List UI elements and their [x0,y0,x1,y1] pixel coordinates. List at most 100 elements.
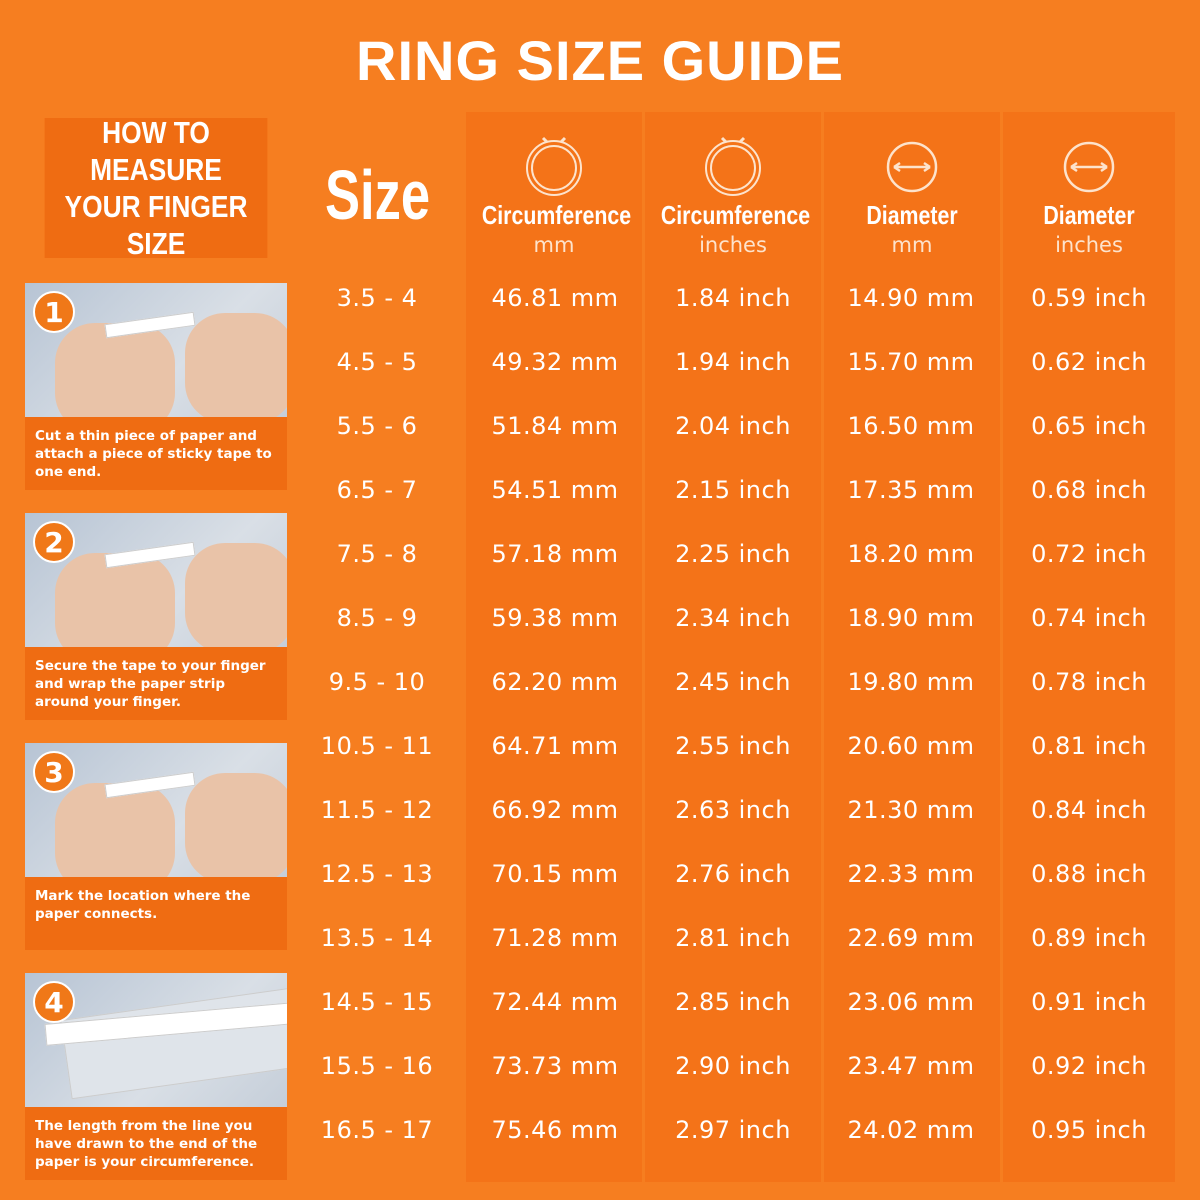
step-2: 2 Secure the tape to your finger and wrap… [25,513,287,720]
measurement-cell: 0.62 inch [1031,348,1147,376]
step-number: 4 [33,981,75,1023]
hand-illustration [185,313,287,417]
step-image: 4 [25,973,287,1107]
step-1: 1 Cut a thin piece of paper and attach a … [25,283,287,490]
measurement-cell: 0.78 inch [1031,668,1147,696]
step-text: Mark the location where the paper connec… [35,888,251,923]
size-cell: 15.5 - 16 [320,1052,434,1080]
measurement-cell: 19.80 mm [847,668,975,696]
measurement-cell: 17.35 mm [847,476,975,504]
ring-circumference-icon [466,130,642,200]
measurement-cell: 16.50 mm [847,412,975,440]
measurement-cell: 21.30 mm [847,796,975,824]
measurement-cell: 0.81 inch [1031,732,1147,760]
column-unit: inches [699,233,767,257]
measurement-cell: 0.84 inch [1031,796,1147,824]
heading-line: HOW TO MEASURE [90,114,222,187]
measurement-cell: 2.55 inch [675,732,791,760]
measurement-cell: 2.25 inch [675,540,791,568]
step-number: 2 [33,521,75,563]
column-label: Diameter [866,200,958,230]
step-number: 1 [33,291,75,333]
step-text: Cut a thin piece of paper and attach a p… [35,428,272,481]
column-header: Diameter inches [1001,130,1177,257]
size-cell: 14.5 - 15 [320,988,434,1016]
measurement-cell: 14.90 mm [847,284,975,312]
measurement-cell: 0.92 inch [1031,1052,1147,1080]
column-header: Diameter mm [824,130,1000,257]
column-unit: mm [533,233,575,257]
column-unit: inches [1055,233,1123,257]
measurement-cell: 57.18 mm [491,540,619,568]
heading-line: YOUR FINGER SIZE [64,189,248,262]
measurement-cell: 18.20 mm [847,540,975,568]
step-image: 2 [25,513,287,647]
measurement-cell: 2.34 inch [675,604,791,632]
size-cell: 7.5 - 8 [336,540,418,568]
hand-illustration [55,553,175,647]
measurement-cell: 0.91 inch [1031,988,1147,1016]
measurement-cell: 2.63 inch [675,796,791,824]
measurement-cell: 66.92 mm [491,796,619,824]
size-cell: 4.5 - 5 [336,348,418,376]
measurement-cell: 23.47 mm [847,1052,975,1080]
hand-illustration [185,773,287,877]
column-label: Diameter [1043,200,1135,230]
measurement-cell: 71.28 mm [491,924,619,952]
measurement-cell: 18.90 mm [847,604,975,632]
measurement-cell: 2.85 inch [675,988,791,1016]
column-label: Circumference [481,200,632,230]
measurement-cell: 2.04 inch [675,412,791,440]
measurement-cell: 24.02 mm [847,1116,975,1144]
measurement-cell: 2.81 inch [675,924,791,952]
measurement-cell: 23.06 mm [847,988,975,1016]
step-number: 3 [33,751,75,793]
measurement-cell: 0.65 inch [1031,412,1147,440]
measurement-cell: 51.84 mm [491,412,619,440]
column-panel [466,112,642,1182]
measurement-cell: 2.90 inch [675,1052,791,1080]
measurement-cell: 64.71 mm [491,732,619,760]
step-4: 4 The length from the line you have drawn… [25,973,287,1180]
step-text: The length from the line you have drawn … [35,1118,258,1171]
hand-illustration [55,783,175,877]
size-cell: 10.5 - 11 [320,732,434,760]
size-cell: 16.5 - 17 [320,1116,434,1144]
measurement-cell: 59.38 mm [491,604,619,632]
column-unit: mm [891,233,933,257]
ring-diameter-icon [824,130,1000,200]
ring-circumference-icon [645,130,821,200]
size-cell: 9.5 - 10 [328,668,426,696]
size-cell: 11.5 - 12 [320,796,434,824]
size-cell: 6.5 - 7 [336,476,418,504]
column-panel [645,112,821,1182]
column-header: Circumference mm [466,130,642,257]
measurement-cell: 1.84 inch [675,284,791,312]
measurement-cell: 22.69 mm [847,924,975,952]
hand-illustration [55,323,175,417]
column-panel [824,112,1000,1182]
measurement-cell: 73.73 mm [491,1052,619,1080]
size-cell: 8.5 - 9 [336,604,418,632]
ruler-illustration [60,986,287,1100]
measurement-cell: 22.33 mm [847,860,975,888]
measurement-cell: 2.76 inch [675,860,791,888]
size-cell: 13.5 - 14 [320,924,434,952]
measurement-cell: 0.88 inch [1031,860,1147,888]
column-label: Circumference [660,200,811,230]
step-3: 3 Mark the location where the paper conne… [25,743,287,950]
measurement-cell: 0.59 inch [1031,284,1147,312]
measurement-cell: 1.94 inch [675,348,791,376]
page-title: RING SIZE GUIDE [356,29,844,92]
measurement-cell: 0.74 inch [1031,604,1147,632]
measurement-cell: 62.20 mm [491,668,619,696]
ring-diameter-icon [1001,130,1177,200]
column-panel [1003,112,1175,1182]
measurement-cell: 54.51 mm [491,476,619,504]
measurement-cell: 49.32 mm [491,348,619,376]
measurement-cell: 70.15 mm [491,860,619,888]
measurement-cell: 2.15 inch [675,476,791,504]
measurement-cell: 46.81 mm [491,284,619,312]
measurement-cell: 0.89 inch [1031,924,1147,952]
measurement-cell: 15.70 mm [847,348,975,376]
